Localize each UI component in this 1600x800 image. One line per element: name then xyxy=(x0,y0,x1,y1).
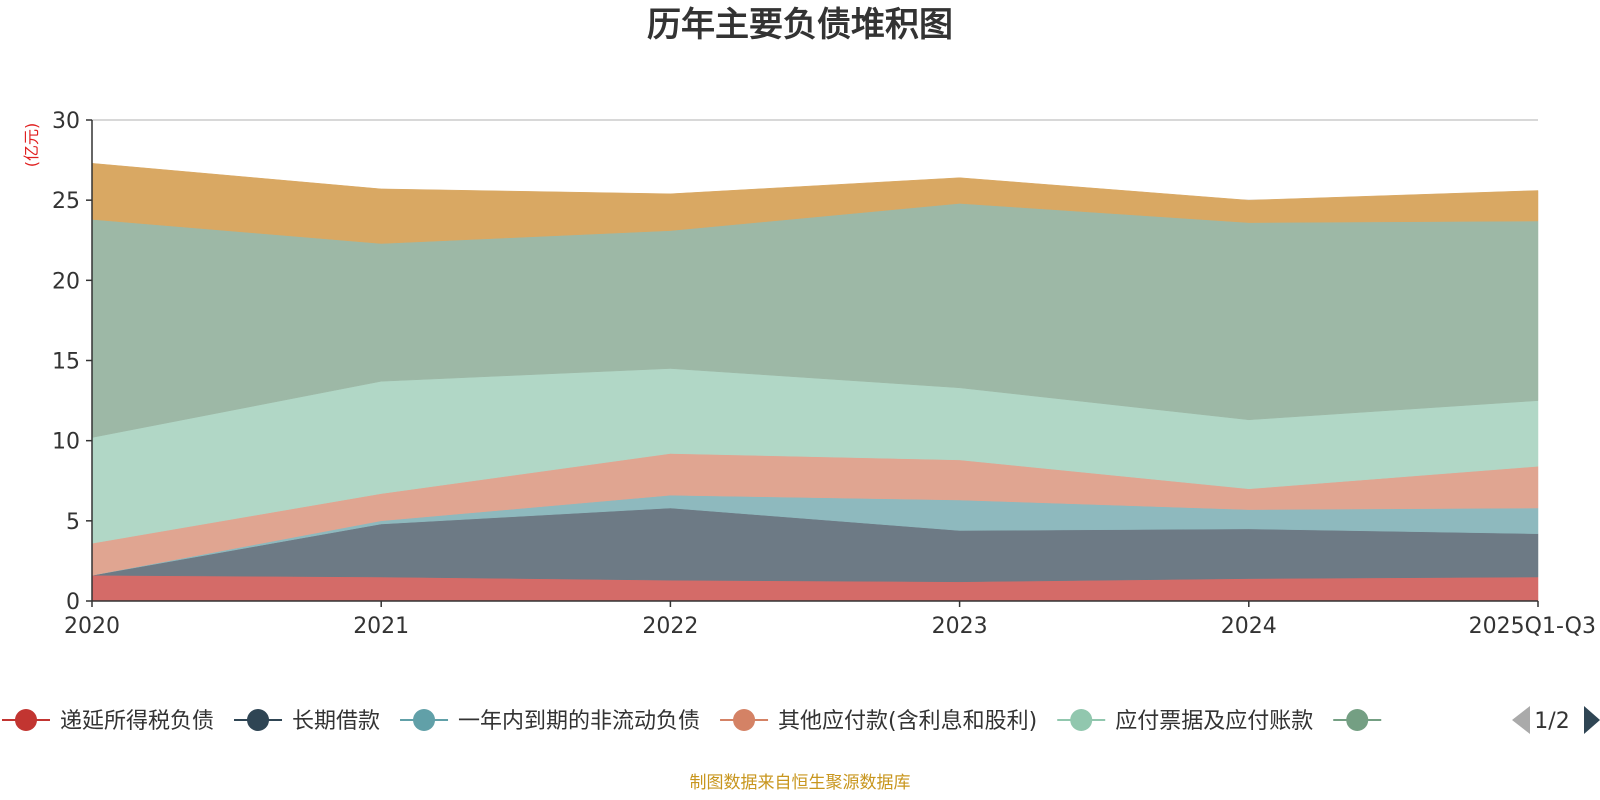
y-tick-label: 5 xyxy=(66,510,80,535)
y-tick-label: 0 xyxy=(66,590,80,615)
legend-next-page-icon[interactable] xyxy=(1584,706,1600,734)
y-tick-label: 25 xyxy=(52,189,80,214)
x-tick-label: 2025Q1-Q3 xyxy=(1469,614,1596,639)
y-tick-label: 15 xyxy=(52,350,80,375)
y-tick-label: 10 xyxy=(52,430,80,455)
x-tick-label: 2023 xyxy=(932,614,988,639)
y-tick-label: 20 xyxy=(52,269,80,294)
legend-marker-icon xyxy=(733,709,756,731)
legend-label: 递延所得税负债 xyxy=(60,709,214,734)
legend-label: 其他应付款(含利息和股利) xyxy=(778,709,1037,734)
legend-marker-icon xyxy=(1346,709,1369,731)
legend-prev-page-icon[interactable] xyxy=(1512,706,1530,734)
legend-item[interactable]: 一年内到期的非流动负债 xyxy=(400,709,700,734)
legend-label: 应付票据及应付账款 xyxy=(1115,709,1313,734)
legend: 递延所得税负债 长期借款 一年内到期的非流动负债 其他应付款(含利息和股利) 应付票据及… xyxy=(2,709,1382,734)
legend-item[interactable] xyxy=(1333,709,1382,731)
area-series-7 xyxy=(91,163,1539,244)
legend-marker-icon xyxy=(1070,709,1093,731)
legend-label: 长期借款 xyxy=(292,709,380,734)
legend-item[interactable]: 应付票据及应付账款 xyxy=(1057,709,1313,734)
legend-marker-icon xyxy=(15,709,37,731)
legend-marker-icon xyxy=(413,709,436,731)
legend-label: 一年内到期的非流动负债 xyxy=(458,709,700,734)
legend-page-indicator: 1/2 xyxy=(1534,709,1569,734)
x-tick-label: 2021 xyxy=(353,614,409,639)
y-tick-label: 30 xyxy=(52,109,80,134)
legend-marker-icon xyxy=(247,709,270,731)
data-source-note: 制图数据来自恒生聚源数据库 xyxy=(690,773,911,793)
x-tick-label: 2020 xyxy=(64,614,120,639)
legend-pager: 1/2 xyxy=(1512,706,1600,734)
y-axis-unit-label: (亿元) xyxy=(22,123,41,168)
area-series-group xyxy=(91,163,1539,602)
x-tick-label: 2024 xyxy=(1221,614,1277,639)
legend-item[interactable]: 其他应付款(含利息和股利) xyxy=(720,709,1037,734)
legend-item[interactable]: 长期借款 xyxy=(234,709,380,734)
axes: 0 5 10 15 20 25 30 2020 2021 2022 2023 2024 2025Q1-Q… xyxy=(52,109,1596,639)
legend-item[interactable]: 递延所得税负债 xyxy=(2,709,214,734)
chart-title: 历年主要负债堆积图 xyxy=(647,5,953,45)
x-tick-label: 2022 xyxy=(642,614,698,639)
